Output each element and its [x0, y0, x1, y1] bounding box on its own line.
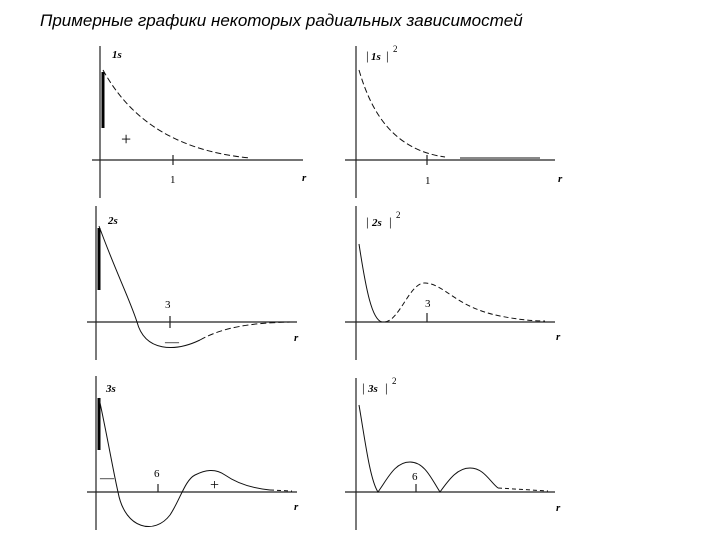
label-power: 2: [393, 44, 398, 54]
curve-1s: [102, 69, 251, 159]
panel-1s-squared: | 1s | 2 1 r: [345, 44, 563, 198]
label-bar-right: |: [386, 48, 389, 63]
axis-label-r: r: [302, 172, 307, 184]
curve-3s-squared-tail: [497, 487, 549, 492]
sign-plus: +: [121, 129, 131, 149]
panel-3s-squared: | 3s | 2 6 r: [345, 376, 561, 530]
axis-label-r: r: [294, 332, 299, 344]
label-bar-left: |: [366, 48, 369, 63]
label-orbital: 2s: [107, 215, 118, 227]
panel-2s: 2s — 3 r: [87, 206, 299, 360]
sign-plus: +: [210, 477, 219, 494]
label-bar-right: |: [385, 380, 388, 395]
label-bar-left: |: [362, 380, 365, 395]
label-bar-left: |: [366, 214, 369, 229]
label-orbital: 1s: [112, 49, 122, 61]
sign-minus: —: [99, 471, 115, 486]
curve-2s-tail: [199, 321, 291, 341]
tick-label: 1: [170, 174, 176, 186]
tick-label: 3: [425, 298, 431, 310]
curve-2s-squared-lobe: [384, 282, 546, 323]
axis-label-r: r: [556, 502, 561, 514]
panel-1s: 1s + 1 r: [92, 46, 307, 198]
tick-label: 6: [154, 468, 160, 480]
curve-2s-squared: [358, 243, 383, 323]
panel-2s-squared: | 2s | 2 3 r: [345, 206, 561, 360]
curve-3s-tail: [269, 489, 293, 492]
label-orbital: 1s: [371, 51, 381, 63]
axis-label-r: r: [556, 331, 561, 343]
curve-2s: [98, 225, 201, 348]
label-bar-right: |: [389, 214, 392, 229]
tick-label: 3: [165, 299, 171, 311]
label-power: 2: [396, 210, 401, 220]
curve-3s-squared: [358, 404, 499, 493]
axis-label-r: r: [558, 173, 563, 185]
axis-label-r: r: [294, 501, 299, 513]
curve-1s-squared: [358, 69, 446, 158]
tick-label: 1: [425, 175, 431, 187]
label-power: 2: [392, 376, 397, 386]
label-orbital: 3s: [367, 383, 378, 395]
panel-3s: 3s — + 6 r: [87, 376, 299, 530]
label-orbital: 2s: [371, 217, 382, 229]
tick-label: 6: [412, 471, 418, 483]
page-title: Примерные графики некоторых радиальных з…: [40, 11, 523, 30]
curve-3s: [98, 397, 271, 527]
label-orbital: 3s: [105, 383, 116, 395]
sign-minus: —: [164, 335, 180, 350]
